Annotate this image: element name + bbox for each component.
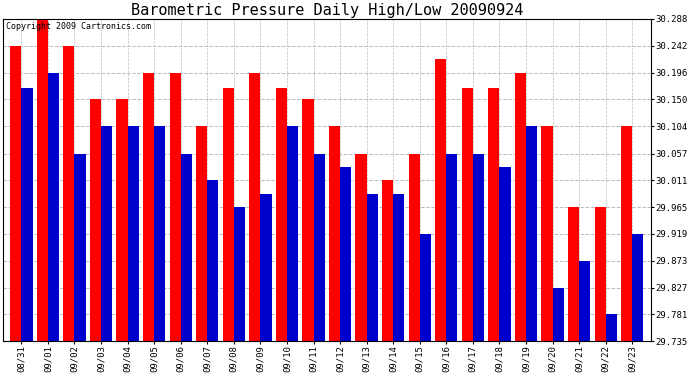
Bar (234, 207, 245, 341)
Bar (276, 88, 287, 341)
Bar (366, 194, 378, 341)
Bar (446, 153, 457, 341)
Bar (90, 99, 101, 341)
Title: Barometric Pressure Daily High/Low 20090924: Barometric Pressure Daily High/Low 20090… (130, 3, 523, 18)
Bar (37, 19, 48, 341)
Bar (435, 58, 446, 341)
Bar (553, 288, 564, 341)
Bar (249, 72, 260, 341)
Bar (579, 261, 590, 341)
Bar (340, 167, 351, 341)
Bar (500, 167, 511, 341)
Bar (473, 153, 484, 341)
Bar (181, 153, 192, 341)
Bar (515, 72, 526, 341)
Bar (606, 314, 617, 341)
Bar (632, 234, 643, 341)
Bar (621, 126, 632, 341)
Bar (260, 194, 272, 341)
Bar (313, 153, 325, 341)
Text: Copyright 2009 Cartronics.com: Copyright 2009 Cartronics.com (6, 22, 151, 31)
Bar (526, 126, 537, 341)
Bar (223, 88, 234, 341)
Bar (154, 126, 166, 341)
Bar (207, 180, 219, 341)
Bar (408, 153, 420, 341)
Bar (10, 46, 21, 341)
Bar (329, 126, 340, 341)
Bar (542, 126, 553, 341)
Bar (75, 153, 86, 341)
Bar (489, 88, 500, 341)
Bar (420, 234, 431, 341)
Bar (382, 180, 393, 341)
Bar (393, 194, 404, 341)
Bar (595, 207, 606, 341)
Bar (302, 99, 313, 341)
Bar (117, 99, 128, 341)
Bar (462, 88, 473, 341)
Bar (170, 72, 181, 341)
Bar (101, 126, 112, 341)
Bar (63, 46, 75, 341)
Bar (143, 72, 154, 341)
Bar (355, 153, 366, 341)
Bar (128, 126, 139, 341)
Bar (196, 126, 207, 341)
Bar (568, 207, 579, 341)
Bar (21, 88, 32, 341)
Bar (287, 126, 298, 341)
Bar (48, 72, 59, 341)
